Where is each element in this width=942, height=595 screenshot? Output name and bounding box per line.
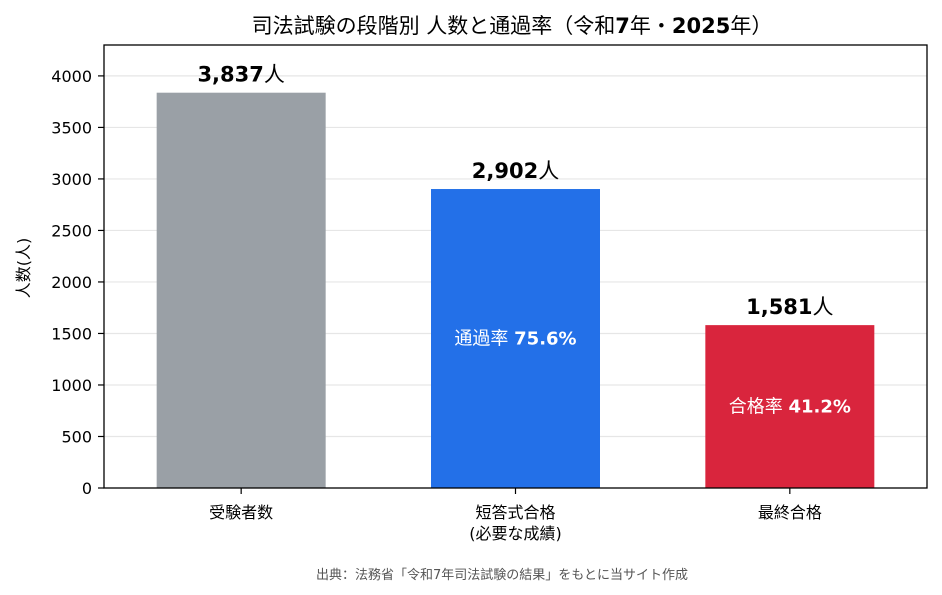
chart-title-part: 司法試験の段階別 人数と通過率（令和 — [252, 14, 616, 38]
bar-value-unit: 人 — [264, 63, 285, 87]
bar-value-number: 3,837 — [197, 63, 263, 87]
bar-rate-label: 合格率 41.2% — [729, 397, 851, 418]
axes-frame — [103, 44, 928, 489]
y-tick-label: 1500 — [51, 324, 92, 343]
bars — [156, 92, 875, 489]
bar-value-label: 2,902人 — [472, 159, 559, 183]
bar-value-unit: 人 — [538, 159, 559, 183]
bar-rate-label: 通過率 75.6% — [454, 329, 576, 350]
y-tick-label: 2000 — [51, 273, 92, 292]
y-tick-label: 3000 — [51, 170, 92, 189]
y-tick-label: 500 — [61, 427, 92, 446]
bar-rate-value: 41.2% — [788, 397, 850, 418]
bar-value-unit: 人 — [813, 295, 834, 319]
bar-rate-name: 合格率 — [729, 397, 789, 418]
y-tick-label: 4000 — [51, 67, 92, 86]
y-tick-label: 1000 — [51, 376, 92, 395]
source-note: 出典：法務省「令和7年司法試験の結果」をもとに当サイト作成 — [316, 567, 688, 583]
chart-title-part: 年） — [730, 14, 772, 38]
bar-rate-name: 通過率 — [454, 329, 514, 350]
axes: 0 500 1000 1500 2000 2500 3000 3500 4000 受験者数 短答式合… — [51, 44, 928, 543]
bar-value-number: 1,581 — [746, 295, 812, 319]
bar — [705, 325, 875, 488]
x-tick-label: 最終合格 — [758, 503, 822, 522]
bar — [156, 92, 326, 488]
y-tick-label: 3500 — [51, 118, 92, 137]
x-tick-label: (必要な成績) — [469, 524, 562, 543]
y-tick-label: 2500 — [51, 221, 92, 240]
y-tick-label: 0 — [82, 479, 92, 498]
x-tick-label: 受験者数 — [209, 503, 273, 522]
chart-title: 司法試験の段階別 人数と通過率（令和7年・2025年） — [252, 14, 773, 38]
chart-title-part: 2025 — [672, 14, 730, 38]
bar — [431, 189, 600, 489]
bar-value-number: 2,902 — [472, 159, 538, 183]
bar-value-label: 1,581人 — [746, 295, 833, 319]
bar-rate-value: 75.6% — [514, 329, 576, 350]
x-tick-label: 短答式合格 — [475, 503, 555, 522]
chart-title-part: 7 — [615, 14, 630, 38]
bar-value-label: 3,837人 — [197, 63, 284, 87]
y-axis-label: 人数(人) — [14, 238, 33, 299]
chart-title-part: 年・ — [630, 14, 672, 38]
